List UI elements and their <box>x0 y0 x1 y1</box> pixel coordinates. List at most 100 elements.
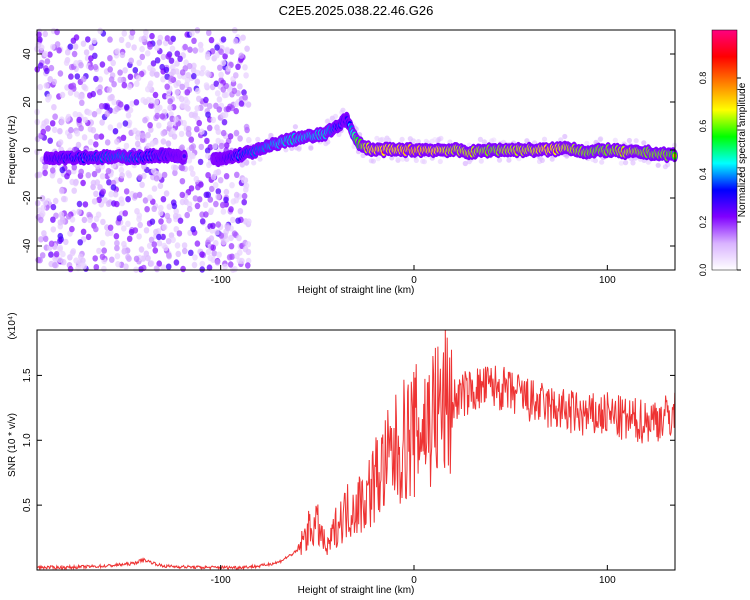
top-y-axis-label: Frequency (Hz) <box>7 116 18 185</box>
noise-dot <box>107 95 113 102</box>
noise-dot <box>214 259 221 266</box>
noise-dot <box>48 251 54 258</box>
noise-dot <box>114 240 120 247</box>
noise-dot <box>160 196 167 203</box>
noise-dot <box>104 110 110 118</box>
noise-dot <box>136 215 142 223</box>
noise-dot <box>170 236 176 244</box>
noise-dot <box>132 192 139 199</box>
noise-dot <box>81 83 87 91</box>
noise-dot <box>39 252 46 259</box>
noise-dot <box>149 32 155 40</box>
noise-dot <box>152 91 159 99</box>
colorbar-label: Normalized spectral amplitude <box>737 82 748 217</box>
noise-dot <box>93 225 99 233</box>
noise-dot <box>178 130 185 138</box>
noise-dot <box>206 161 212 169</box>
noise-dot <box>48 64 55 72</box>
heatmap-marks <box>34 27 678 273</box>
noise-dot <box>239 161 246 168</box>
noise-dot <box>136 233 142 240</box>
noise-dot <box>232 37 239 45</box>
noise-dot <box>407 136 413 142</box>
noise-dot <box>107 55 113 62</box>
noise-dot <box>118 166 125 174</box>
noise-dot <box>223 173 230 180</box>
noise-dot <box>165 88 172 96</box>
noise-dot <box>156 240 163 247</box>
noise-dot <box>112 128 119 135</box>
noise-dot <box>626 137 633 144</box>
noise-dot <box>117 101 124 108</box>
noise-dot <box>208 235 215 242</box>
noise-dot <box>243 182 250 189</box>
noise-dot <box>662 164 669 170</box>
noise-dot <box>257 156 263 162</box>
noise-dot <box>234 171 240 178</box>
noise-dot <box>220 86 227 93</box>
noise-dot <box>212 143 218 150</box>
noise-dot <box>432 137 438 143</box>
noise-dot <box>52 261 58 269</box>
noise-dot <box>37 257 43 264</box>
noise-dot <box>151 241 158 248</box>
noise-dot <box>159 113 166 120</box>
noise-dot <box>400 156 406 162</box>
noise-dot <box>415 139 422 145</box>
noise-dot <box>173 116 179 123</box>
noise-dot <box>111 81 117 88</box>
top-panel: -40 -20 0 20 40 -100 0 100 Height of straight … <box>7 27 678 296</box>
noise-dot <box>137 174 143 181</box>
noise-dot <box>177 217 184 224</box>
noise-dot <box>52 113 58 120</box>
colorbar-tick-label: 0.2 <box>698 216 708 229</box>
bottom-y-tick-label: 1.0 <box>22 433 33 447</box>
noise-dot <box>206 264 213 271</box>
colorbar-ticks: 0.0 0.2 0.4 0.6 0.8 <box>698 72 741 276</box>
noise-dot <box>164 83 170 90</box>
noise-dot <box>214 229 220 236</box>
noise-dot <box>43 82 50 89</box>
noise-dot <box>206 124 213 132</box>
noise-dot <box>200 65 206 72</box>
noise-dot <box>191 73 197 80</box>
noise-dot <box>209 185 215 193</box>
noise-dot <box>186 201 193 208</box>
colorbar-tick-label: 0.4 <box>698 168 708 181</box>
noise-dot <box>58 187 65 195</box>
noise-dot <box>148 102 154 109</box>
noise-dot <box>50 226 57 233</box>
noise-dot <box>65 115 71 122</box>
noise-dot <box>208 36 215 44</box>
noise-dot <box>148 260 155 267</box>
noise-dot <box>399 136 405 142</box>
noise-dot <box>206 71 212 78</box>
noise-dot <box>196 196 203 203</box>
noise-dot <box>175 250 182 258</box>
noise-dot <box>109 256 115 263</box>
noise-dot <box>241 199 247 206</box>
noise-dot <box>72 43 79 50</box>
noise-dot <box>160 264 167 271</box>
noise-dot <box>242 246 249 253</box>
noise-dot <box>119 172 125 179</box>
noise-dot <box>496 157 503 163</box>
noise-dot <box>38 216 44 224</box>
noise-dot <box>73 91 80 98</box>
noise-dot <box>54 41 61 48</box>
noise-dot <box>329 115 335 121</box>
noise-dot <box>114 105 120 113</box>
noise-dot <box>59 91 66 99</box>
noise-dot <box>198 143 205 151</box>
bottom-panel: 0.5 1.0 1.5 -100 0 100 Height of straight li… <box>7 312 676 596</box>
noise-dot <box>76 116 82 124</box>
noise-dot <box>63 59 70 66</box>
noise-dot <box>216 96 223 103</box>
noise-dot <box>145 86 151 93</box>
noise-dot <box>101 265 107 273</box>
noise-dot <box>106 179 112 186</box>
noise-dot <box>176 230 183 237</box>
noise-dot <box>96 247 102 255</box>
noise-dot <box>140 264 147 272</box>
noise-dot <box>231 87 238 95</box>
